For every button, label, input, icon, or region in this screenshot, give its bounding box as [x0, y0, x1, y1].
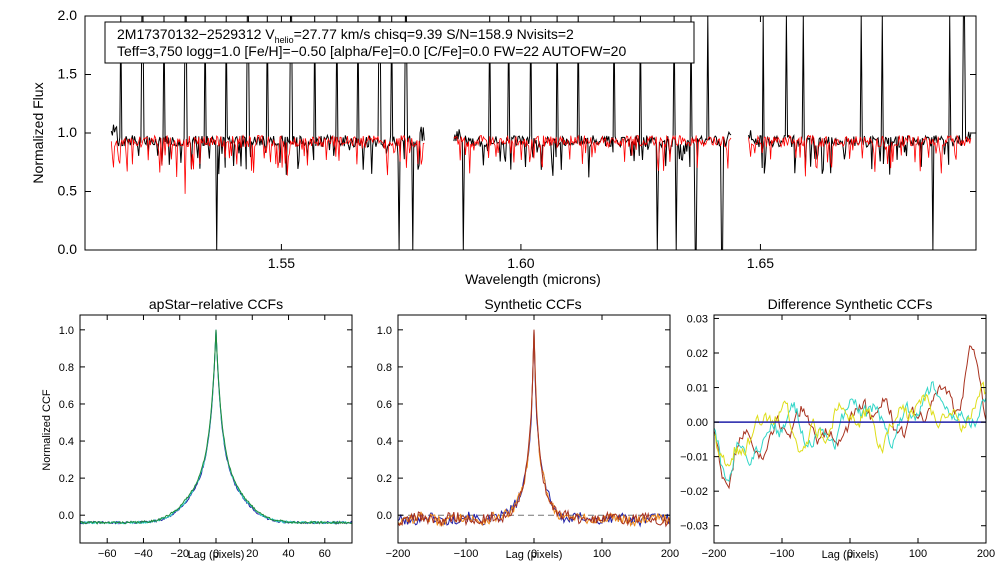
diff-ccf-panel: Difference Synthetic CCFs −200 −100 0 100 20…	[680, 296, 995, 561]
y-tick-label: −0.01	[680, 452, 708, 464]
spectrum-x-axis-label: Wavelength (microns)	[465, 271, 601, 287]
x-tick-label: −100	[454, 548, 479, 560]
model-spectrum-line	[748, 134, 972, 177]
apstar-ccf-line-3	[79, 329, 353, 525]
diff-ccf-x-axis-label: Lag (pixels)	[822, 549, 879, 561]
y-tick-label: 0.6	[377, 399, 392, 411]
y-tick-label: 1.0	[377, 325, 392, 337]
y-tick-label: 0.8	[59, 362, 74, 374]
y-tick-label: 0.03	[687, 313, 708, 325]
apstar-ccf-x-axis-label: Lag (pixels)	[188, 549, 245, 561]
x-tick-label: 40	[282, 548, 294, 560]
apstar-ccf-ticks: −60 −40 −20 0 20 40 60 0.0 0.2 0.4 0.6 0.8 1.0	[59, 315, 352, 560]
x-tick-label: −100	[770, 548, 795, 560]
diff-ccf-title: Difference Synthetic CCFs	[768, 296, 933, 312]
y-tick-label: 1.0	[58, 124, 78, 140]
diff-ccf-line-1	[713, 345, 987, 490]
y-tick-label: 0.6	[59, 399, 74, 411]
apstar-ccf-title: apStar−relative CCFs	[149, 296, 283, 312]
diff-ccf-series-group	[713, 345, 987, 490]
y-tick-label: 0.4	[59, 436, 74, 448]
x-tick-label: 0	[847, 548, 853, 560]
x-tick-label: 1.60	[507, 255, 534, 271]
y-tick-label: 0.5	[58, 183, 78, 199]
y-tick-label: 0.02	[687, 348, 708, 360]
observed-spectrum-line	[453, 15, 732, 251]
x-tick-label: −200	[386, 548, 411, 560]
synthetic-ccf-title: Synthetic CCFs	[484, 296, 581, 312]
synthetic-ccf-series-group	[397, 329, 671, 528]
apstar-ccf-y-axis-label: Normalized CCF	[41, 389, 53, 471]
y-tick-label: −0.03	[680, 521, 708, 533]
y-tick-label: 0.2	[377, 473, 392, 485]
x-tick-label: 200	[661, 548, 679, 560]
spectrum-ticks: 1.55 1.60 1.65 0.0 0.5 1.0 1.5 2.0	[58, 7, 976, 271]
diff-ccf-line-2	[713, 380, 987, 483]
x-tick-label: 60	[319, 548, 331, 560]
synthetic-ccf-panel: Synthetic CCFs −200 −100 0 100 200 0.0 0.2 0.4 0…	[377, 296, 679, 561]
x-tick-label: 200	[977, 548, 995, 560]
y-tick-label: 1.5	[58, 66, 78, 82]
model-spectrum-line	[110, 134, 425, 194]
y-tick-label: 0.0	[377, 510, 392, 522]
x-tick-label: −40	[134, 548, 153, 560]
y-tick-label: 0.4	[377, 436, 392, 448]
x-tick-label: 100	[909, 548, 927, 560]
y-tick-label: 0.0	[58, 241, 78, 257]
synthetic-ccf-line-3	[397, 329, 671, 528]
x-tick-label: −60	[98, 548, 117, 560]
annotation-frame	[104, 21, 695, 64]
apstar-ccf-panel: apStar−relative CCFs −60 −40 −20 0 20 40 60 0.0…	[41, 296, 353, 561]
annotation-line-1: 2M17370132−2529312 Vhelio=27.77 km/s chi…	[117, 26, 574, 45]
y-tick-label: 0.8	[377, 362, 392, 374]
annotation-line-2: Teff=3,750 logg=1.0 [Fe/H]=−0.50 [alpha/…	[117, 43, 626, 59]
synthetic-ccf-ticks: −200 −100 0 100 200 0.0 0.2 0.4 0.6 0.8 1.0	[377, 315, 679, 560]
y-tick-label: 2.0	[58, 7, 78, 23]
diff-ccf-ticks: −200 −100 0 100 200 −0.03 −0.02 −0.01 0.00 0.01 0.…	[680, 313, 995, 560]
x-tick-label: 1.55	[268, 255, 295, 271]
y-tick-label: 0.00	[687, 417, 708, 429]
x-tick-label: 20	[246, 548, 258, 560]
y-tick-label: 0.2	[59, 473, 74, 485]
x-tick-label: 100	[593, 548, 611, 560]
observed-spectrum-line	[110, 15, 425, 251]
y-tick-label: −0.02	[680, 486, 708, 498]
x-tick-label: −200	[702, 548, 727, 560]
x-tick-label: 0	[213, 548, 219, 560]
spectrum-panel: 1.55 1.60 1.65 0.0 0.5 1.0 1.5 2.0 2M17370132−2…	[30, 7, 977, 287]
y-tick-label: 0.01	[687, 383, 708, 395]
spectrum-annotation-box: 2M17370132−2529312 Vhelio=27.77 km/s chi…	[104, 21, 695, 64]
y-tick-label: 0.0	[59, 510, 74, 522]
apstar-ccf-series-group	[79, 329, 353, 525]
x-tick-label: 0	[531, 548, 537, 560]
synthetic-ccf-x-axis-label: Lag (pixels)	[506, 549, 563, 561]
x-tick-label: −20	[170, 548, 189, 560]
spectrum-y-axis-label: Normalized Flux	[30, 82, 46, 183]
model-spectrum-line	[453, 134, 732, 174]
spectrum-series-group	[110, 15, 972, 251]
y-tick-label: 1.0	[59, 325, 74, 337]
x-tick-label: 1.65	[747, 255, 774, 271]
